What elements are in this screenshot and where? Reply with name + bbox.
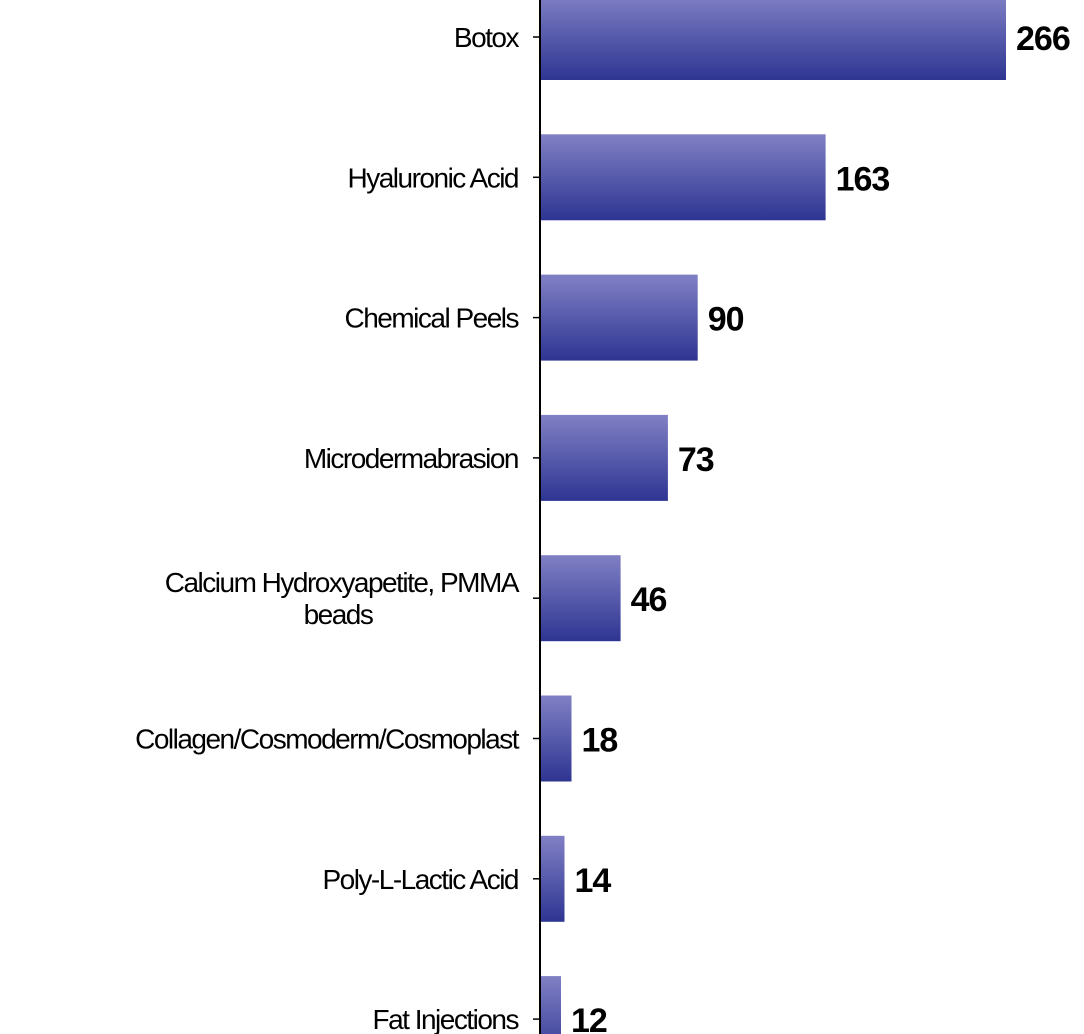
- bar: [540, 695, 572, 782]
- category-label: Poly-L-Lactic Acid: [322, 864, 518, 895]
- bar: [540, 555, 621, 642]
- category-label-line: Hyaluronic Acid: [348, 162, 518, 193]
- category-label-line: beads: [304, 599, 373, 630]
- bar: [540, 835, 565, 922]
- category-label: Calcium Hydroxyapetite, PMMA beads: [165, 567, 520, 630]
- category-label-line: Fat Injections: [372, 1004, 518, 1034]
- bar: [540, 0, 1006, 80]
- category-label-line: Microdermabrasion: [304, 443, 518, 474]
- bars-layer: [540, 0, 1006, 1034]
- category-label: Chemical Peels: [344, 303, 518, 334]
- data-label: 14: [575, 862, 612, 900]
- category-label: Microdermabrasion: [304, 443, 518, 474]
- data-label: 90: [708, 301, 744, 339]
- bar: [540, 414, 668, 501]
- bar: [540, 976, 561, 1034]
- category-label: Fat Injections: [372, 1004, 518, 1034]
- category-label-line: Chemical Peels: [344, 303, 518, 334]
- data-label: 163: [836, 160, 890, 198]
- category-label: Hyaluronic Acid: [348, 162, 518, 193]
- labels-layer: Botox 266 Hyaluronic Acid 163 Chemical Peels…: [135, 20, 1071, 1034]
- bar: [540, 134, 826, 221]
- category-label: Collagen/Cosmoderm/Cosmoplast: [135, 724, 520, 755]
- category-label-line: Collagen/Cosmoderm/Cosmoplast: [135, 724, 520, 755]
- category-axis: [533, 0, 541, 1034]
- data-label: 266: [1016, 20, 1070, 58]
- data-label: 18: [582, 722, 618, 760]
- category-label-line: Botox: [454, 22, 520, 53]
- data-label: 46: [631, 581, 667, 619]
- category-label: Botox: [454, 22, 520, 53]
- data-label: 12: [571, 1002, 607, 1034]
- data-label: 73: [678, 441, 714, 479]
- bar: [540, 274, 698, 361]
- category-label-line: Calcium Hydroxyapetite, PMMA: [165, 567, 520, 598]
- category-label-line: Poly-L-Lactic Acid: [322, 864, 518, 895]
